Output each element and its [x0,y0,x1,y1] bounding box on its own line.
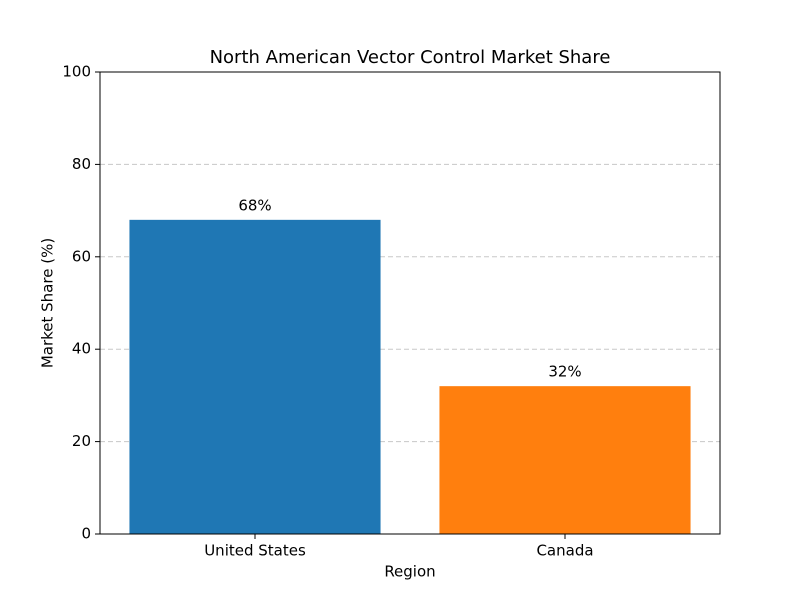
value-label: 32% [548,363,581,381]
y-axis-label: Market Share (%) [39,238,57,368]
y-tick-label: 100 [62,63,91,81]
y-tick-label: 40 [72,340,91,358]
y-tick-label: 80 [72,155,91,173]
bar [129,219,381,534]
y-tick-label: 60 [72,247,91,265]
bar [439,386,691,534]
y-tick-label: 0 [81,525,91,543]
value-label: 68% [238,196,271,214]
plot-frame [99,71,721,535]
y-tick-label: 20 [72,432,91,450]
x-axis-label: Region [384,563,435,581]
x-tick-label: Canada [536,542,593,560]
x-tick-label: United States [204,542,306,560]
chart-title: North American Vector Control Market Sha… [210,47,611,68]
